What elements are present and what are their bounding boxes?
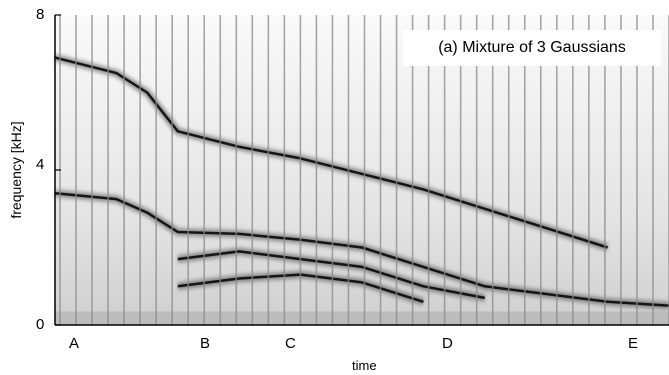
x-tick-label-c: C <box>285 335 296 352</box>
y-axis-label: frequency [kHz] <box>8 121 24 219</box>
chart-title: (a) Mixture of 3 Gaussians <box>403 30 661 66</box>
y-tick-label-8: 8 <box>36 6 45 23</box>
x-tick-label-a: A <box>69 335 80 352</box>
x-tick-label-b: B <box>200 335 211 352</box>
plot-background <box>55 15 669 325</box>
x-tick-label-d: D <box>442 335 453 352</box>
x-axis-label: time <box>352 358 377 373</box>
y-tick-label-4: 4 <box>36 156 45 173</box>
x-tick-label-e: E <box>628 335 639 352</box>
y-tick-label-0: 0 <box>36 316 45 333</box>
low-frequency-band <box>55 311 669 325</box>
formant-ridge-3 <box>177 250 486 300</box>
